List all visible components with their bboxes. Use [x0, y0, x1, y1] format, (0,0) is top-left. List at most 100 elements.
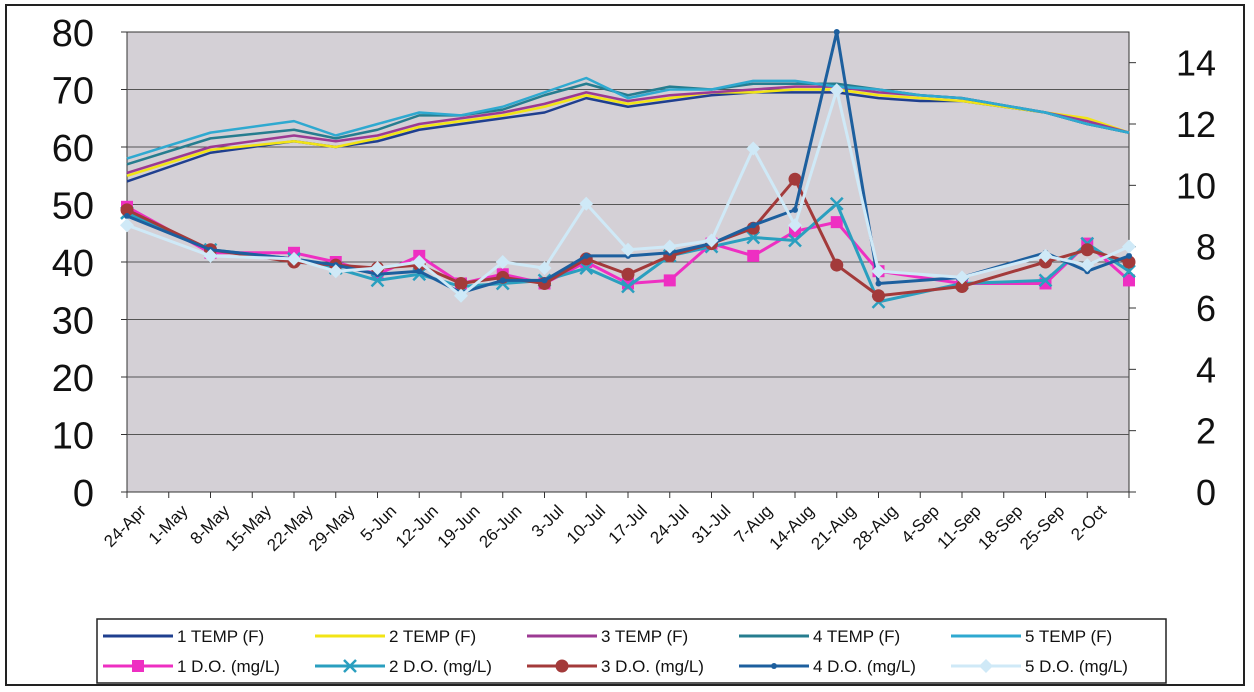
x-tick-label: 26-Jun	[475, 501, 525, 551]
y-tick-label: 10	[52, 416, 94, 458]
legend-label: 5 D.O. (mg/L)	[1025, 657, 1128, 676]
series-line	[126, 76, 1130, 160]
data-point	[124, 213, 130, 219]
y-tick-label: 70	[52, 71, 94, 113]
y2-tick-label: 14	[1176, 43, 1216, 84]
data-point	[662, 239, 677, 254]
data-point	[829, 196, 844, 211]
legend-label: 4 D.O. (mg/L)	[813, 657, 916, 676]
legend	[96, 618, 1167, 684]
y-tick-label: 40	[52, 243, 94, 285]
legend-label: 4 TEMP (F)	[813, 627, 900, 646]
legend-label: 3 D.O. (mg/L)	[601, 657, 704, 676]
y2-tick-label: 0	[1196, 472, 1216, 513]
legend-label: 3 TEMP (F)	[601, 627, 688, 646]
data-point	[1038, 248, 1053, 263]
x-tick-label: 11-Sep	[934, 501, 985, 552]
data-point	[583, 252, 590, 259]
y-tick-label: 80	[52, 13, 94, 55]
legend-item: 2 D.O. (mg/L)	[315, 657, 492, 676]
data-point	[621, 267, 635, 281]
data-point	[792, 206, 798, 213]
data-point	[495, 255, 510, 269]
data-point	[621, 242, 635, 257]
y2-tick-label: 12	[1176, 104, 1216, 145]
legend-item: 4 TEMP (F)	[739, 627, 900, 646]
x-tick-label: 29-May	[305, 501, 359, 555]
legend-item: 5 D.O. (mg/L)	[951, 657, 1128, 676]
legend-marker	[771, 663, 777, 669]
series-line	[126, 88, 1130, 177]
data-point	[788, 233, 802, 248]
data-point	[1122, 264, 1136, 279]
data-point	[955, 280, 969, 294]
data-point	[788, 218, 802, 233]
legend-label: 5 TEMP (F)	[1025, 627, 1112, 646]
data-point	[1080, 243, 1094, 257]
data-point	[1038, 273, 1053, 288]
data-point	[541, 277, 548, 284]
legend-item: 3 D.O. (mg/L)	[527, 657, 704, 676]
x-tick-label: 18-Sep	[974, 501, 1026, 553]
x-tick-label: 21-Aug	[807, 501, 859, 553]
data-point	[747, 249, 760, 262]
legend-item: 2 TEMP (F)	[315, 627, 476, 646]
data-point	[1080, 258, 1095, 273]
data-point	[830, 258, 844, 272]
data-point	[203, 248, 218, 263]
legend-item: 5 TEMP (F)	[951, 627, 1112, 646]
data-point	[454, 276, 468, 290]
data-point	[955, 270, 969, 285]
legend-marker	[132, 660, 144, 672]
legend-item: 1 D.O. (mg/L)	[103, 657, 280, 676]
y-tick-label: 30	[52, 301, 94, 343]
x-tick-label: 14-Aug	[766, 501, 818, 553]
data-point	[1123, 274, 1135, 287]
x-tick-label: 19-Jun	[434, 501, 484, 551]
data-point	[579, 261, 594, 276]
data-point	[120, 218, 134, 233]
x-tick-label: 17-Jul	[605, 501, 651, 547]
data-point	[830, 216, 843, 229]
legend-marker	[555, 659, 569, 673]
data-point	[829, 83, 844, 98]
y2-tick-label: 4	[1196, 349, 1216, 390]
y-tick-label: 60	[52, 128, 94, 170]
legend-marker	[979, 659, 993, 673]
data-point	[537, 261, 552, 276]
x-tick-label: 2-Oct	[1067, 501, 1110, 544]
x-tick-label: 31-Jul	[688, 501, 734, 547]
x-tick-label: 10-Jul	[563, 501, 609, 547]
series-10	[120, 83, 1136, 303]
x-tick-label: 25-Sep	[1016, 501, 1068, 553]
x-tick-label: 1-May	[145, 501, 192, 548]
legend-label: 1 D.O. (mg/L)	[177, 657, 280, 676]
data-point	[1126, 252, 1132, 259]
legend-item: 3 TEMP (F)	[527, 627, 688, 646]
y2-tick-label: 8	[1196, 227, 1216, 268]
legend-label: 1 TEMP (F)	[177, 627, 264, 646]
data-point	[328, 264, 343, 279]
data-point	[746, 230, 761, 245]
series-line	[126, 91, 1130, 183]
data-point	[287, 251, 301, 266]
y-tick-label: 0	[73, 473, 94, 515]
data-point	[579, 196, 594, 211]
data-point	[871, 264, 886, 279]
x-tick-label: 12-Jun	[392, 501, 442, 551]
x-tick-label: 3-Jul	[528, 501, 567, 540]
series-5	[126, 76, 1130, 160]
data-point	[120, 203, 134, 217]
data-point	[750, 222, 757, 229]
data-point	[746, 141, 761, 156]
series-1	[126, 91, 1130, 183]
y2-tick-label: 6	[1196, 288, 1216, 329]
y-tick-label: 50	[52, 186, 94, 228]
series-2	[126, 88, 1130, 177]
data-point	[875, 280, 882, 287]
legend-label: 2 TEMP (F)	[389, 627, 476, 646]
legend-label: 2 D.O. (mg/L)	[389, 657, 492, 676]
data-point	[499, 277, 506, 284]
y-tick-label: 20	[52, 358, 94, 400]
